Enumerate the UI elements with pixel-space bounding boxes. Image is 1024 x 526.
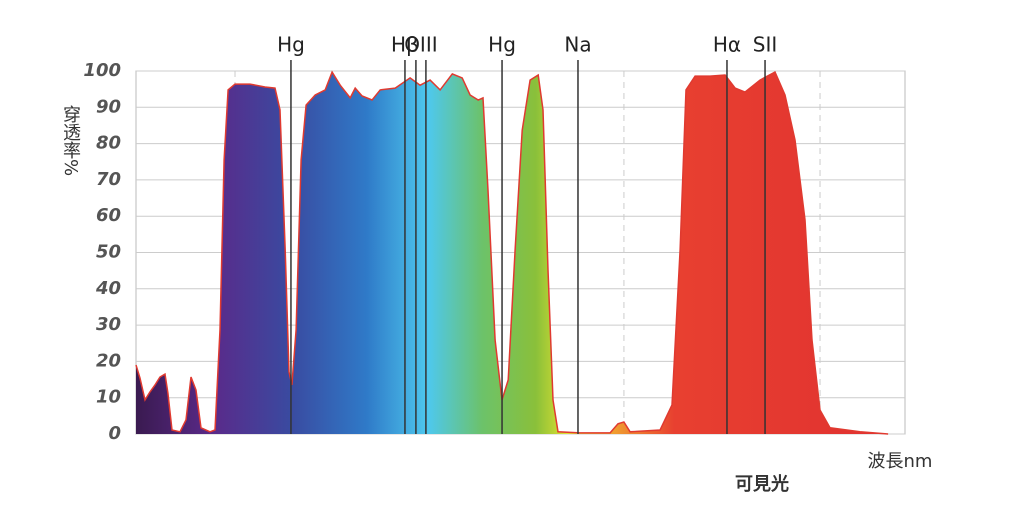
y-tick-label: 90	[96, 96, 121, 117]
emission-label: Hα	[713, 33, 741, 57]
emission-label: SII	[753, 33, 778, 57]
emission-label: Na	[564, 33, 591, 57]
area-fill	[136, 72, 889, 434]
y-tick-label: 100	[83, 60, 121, 81]
y-tick-label: 10	[96, 387, 121, 408]
y-tick-label: 80	[96, 133, 121, 154]
emission-label: Hβ	[391, 33, 419, 57]
y-axis-label: 穿透率%	[60, 105, 81, 176]
y-tick-label: 60	[96, 205, 121, 226]
y-tick-label: 0	[108, 423, 121, 444]
y-tick-label: 20	[96, 350, 121, 371]
emission-label: Hg	[488, 33, 516, 57]
footer-label: 可見光	[735, 473, 789, 495]
emission-label: OIII	[404, 33, 437, 57]
y-tick-label: 40	[95, 278, 121, 299]
emission-label: Hg	[277, 33, 305, 57]
y-tick-label: 30	[96, 314, 121, 335]
y-tick-label: 70	[96, 169, 121, 190]
y-tick-label: 50	[96, 242, 121, 263]
series-line	[135, 70, 889, 435]
x-axis-label: 波長nm	[868, 451, 933, 472]
